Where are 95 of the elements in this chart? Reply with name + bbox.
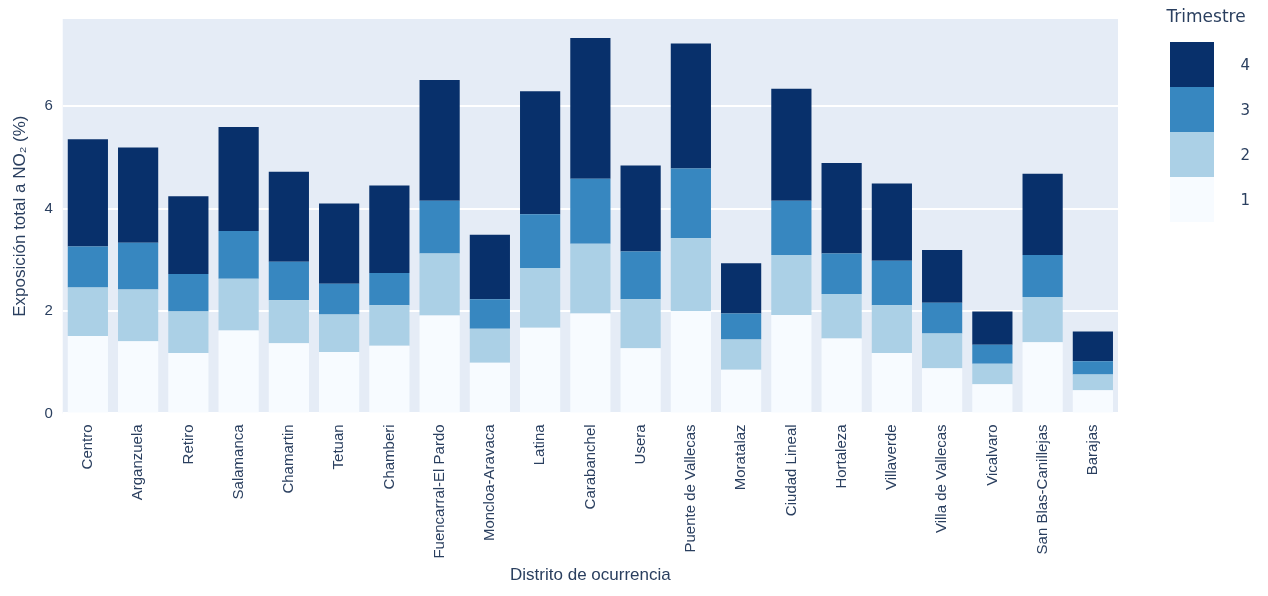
bar	[922, 333, 963, 369]
bar	[419, 200, 460, 254]
bar	[369, 305, 410, 346]
text: 3	[1240, 100, 1250, 119]
bar	[369, 185, 410, 274]
bar	[721, 313, 762, 340]
legend-title: Trimestre	[1166, 6, 1247, 26]
bar	[268, 300, 309, 344]
x-tick-label: Ciudad Lineal	[781, 424, 799, 517]
bar	[1022, 255, 1063, 298]
x-tick-label: Salamanca	[228, 423, 246, 500]
bar	[168, 311, 209, 353]
bar	[319, 203, 360, 284]
x-tick-label: Vicalvaro	[982, 424, 1000, 486]
bar	[520, 267, 561, 328]
bar	[570, 243, 611, 314]
bar	[118, 289, 159, 342]
x-tick-label: Tetuan	[329, 424, 347, 470]
bar	[319, 314, 360, 352]
bar	[469, 234, 510, 300]
bar	[419, 79, 460, 201]
y-tick-label: 0	[44, 403, 53, 421]
x-tick-label: Usera	[630, 423, 648, 465]
bar	[369, 273, 410, 306]
bar	[268, 171, 309, 262]
bar	[721, 263, 762, 314]
bar	[871, 305, 912, 353]
text: 4	[1240, 55, 1250, 74]
x-tick-label: Moncloa-Aravaca	[480, 423, 498, 542]
x-tick-label: Hortaleza	[831, 423, 849, 489]
bar	[821, 162, 862, 254]
bar	[520, 214, 561, 268]
bar	[771, 88, 812, 201]
bar	[972, 311, 1013, 345]
x-tick-label: San Blas-Canillejas	[1032, 424, 1050, 555]
bar	[670, 168, 711, 239]
bar	[670, 43, 711, 169]
x-tick-label: Carabanchel	[580, 424, 598, 510]
bar	[871, 183, 912, 261]
bar	[268, 261, 309, 301]
bar	[67, 139, 108, 247]
bar	[218, 127, 259, 232]
y-tick-label: 2	[44, 301, 53, 319]
bar	[821, 294, 862, 339]
bar	[419, 253, 460, 316]
bar	[469, 328, 510, 363]
x-tick-label: Retiro	[178, 424, 196, 465]
bar	[118, 147, 159, 243]
bar	[118, 242, 159, 290]
x-tick-label: Fuencarral-El Pardo	[429, 424, 447, 559]
bar	[721, 339, 762, 370]
bar	[520, 91, 561, 215]
bar	[1022, 173, 1063, 256]
bar	[570, 37, 611, 179]
bar	[168, 274, 209, 312]
x-tick-label: Centro	[78, 424, 96, 470]
bar	[168, 196, 209, 275]
bar	[620, 299, 661, 349]
y-tick-label: 4	[44, 198, 53, 216]
bar	[218, 278, 259, 331]
x-tick-label: Moratalaz	[731, 424, 749, 491]
x-tick-label: Arganzuela	[128, 423, 146, 501]
bar	[922, 249, 963, 303]
bar	[972, 363, 1013, 385]
bar	[1072, 361, 1113, 375]
x-tick-label: Villaverde	[882, 424, 900, 490]
text: 2	[1240, 145, 1250, 164]
bar	[218, 231, 259, 279]
bar	[1072, 374, 1113, 391]
x-axis-title: Distrito de ocurrencia	[510, 565, 672, 585]
bar	[469, 299, 510, 329]
bar	[620, 165, 661, 252]
bar	[570, 178, 611, 244]
bar	[871, 260, 912, 306]
x-tick-label: Latina	[530, 423, 548, 466]
bar	[670, 238, 711, 311]
bar	[821, 253, 862, 295]
bar	[67, 246, 108, 288]
bar	[1022, 297, 1063, 343]
y-tick-label: 6	[44, 96, 53, 114]
x-tick-label: Chamartin	[279, 424, 297, 494]
bar	[620, 251, 661, 300]
bar	[771, 200, 812, 256]
x-tick-label: Villa de Vallecas	[932, 424, 950, 534]
bar	[1072, 331, 1113, 362]
bar	[67, 287, 108, 337]
x-tick-label: Puente de Vallecas	[681, 424, 699, 553]
y-axis-title: Exposición total a NO₂ (%)	[9, 115, 29, 317]
x-tick-label: Chamberi	[379, 424, 397, 490]
bar	[972, 344, 1013, 364]
x-tick-label: Barajas	[1083, 424, 1101, 476]
bar	[922, 302, 963, 334]
bar	[319, 283, 360, 315]
bar	[771, 255, 812, 316]
text: 1	[1240, 190, 1250, 209]
